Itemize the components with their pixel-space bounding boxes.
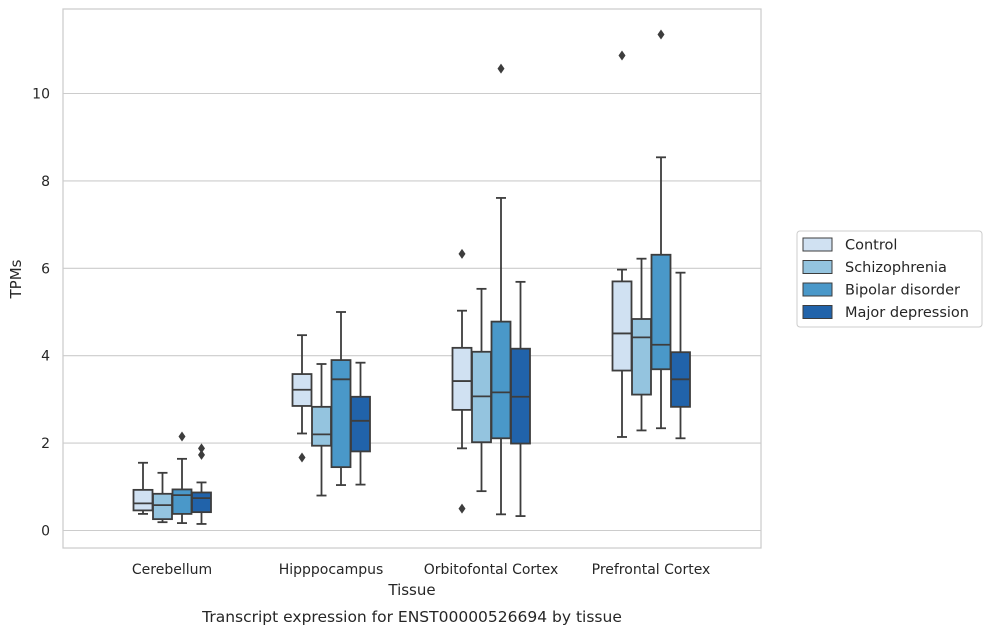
chart-caption: Transcript expression for ENST0000052669… <box>201 608 622 626</box>
legend-label: Bipolar disorder <box>845 283 960 299</box>
box <box>132 461 154 515</box>
box <box>471 287 492 493</box>
y-tick-label: 10 <box>32 87 50 103</box>
x-tick-label: Prefrontal Cortex <box>592 562 711 578</box>
outlier-point <box>458 503 466 514</box>
box <box>191 443 212 525</box>
box-iqr <box>311 405 332 447</box>
box-iqr <box>631 318 652 396</box>
box-iqr <box>132 488 154 512</box>
outlier-point <box>178 431 186 442</box>
x-tick-label: Hipppocampus <box>279 562 384 578</box>
box-iqr <box>451 346 473 411</box>
box <box>152 471 173 524</box>
box-iqr <box>490 320 512 440</box>
box-iqr <box>330 359 352 469</box>
x-tick-label: Orbitofontal Cortex <box>424 562 559 578</box>
box <box>670 271 691 440</box>
box <box>650 29 672 430</box>
box <box>291 334 313 463</box>
outlier-point <box>458 248 466 259</box>
y-tick-label: 0 <box>41 524 50 540</box>
outlier-point <box>657 29 665 40</box>
box-iqr <box>611 280 633 372</box>
legend-swatch <box>802 305 833 319</box>
box-iqr <box>650 253 672 371</box>
legend-swatch <box>802 260 833 274</box>
series-major-depression <box>191 271 691 525</box>
series-control <box>132 50 633 515</box>
x-tick-label: Cerebellum <box>132 562 212 578</box>
series-schizophrenia <box>152 257 652 524</box>
y-tick-label: 2 <box>41 436 50 452</box>
x-tick-labels: Cerebellum Hipppocampus Orbitofontal Corte… <box>132 562 710 578</box>
legend-swatch <box>802 282 833 297</box>
legend: Control Schizophrenia Bipolar disorder Majo… <box>796 230 983 328</box>
outlier-point <box>298 452 306 463</box>
y-tick-label: 6 <box>41 261 50 277</box>
y-tick-label: 8 <box>41 174 50 190</box>
box-iqr <box>152 492 173 521</box>
box-series-group <box>132 29 691 525</box>
legend-label: Major depression <box>845 305 969 321</box>
box <box>451 248 473 514</box>
box <box>510 280 531 517</box>
plot-area-frame <box>62 8 762 549</box>
box <box>350 361 371 486</box>
outlier-point <box>198 443 205 454</box>
box-iqr <box>171 488 193 515</box>
x-axis-label: Tissue <box>387 581 435 599</box>
box-iqr <box>350 395 371 453</box>
legend-label: Schizophrenia <box>845 260 947 276</box>
legend-label: Control <box>845 238 897 254</box>
box <box>171 431 193 524</box>
y-tick-labels: 0 2 4 6 8 10 <box>32 87 50 540</box>
legend-swatch <box>802 237 833 252</box>
outlier-point <box>618 50 626 61</box>
y-gridlines <box>63 92 761 532</box>
box <box>611 50 633 438</box>
legend-frame <box>796 230 983 328</box>
y-tick-label: 4 <box>41 349 50 365</box>
outlier-point <box>198 449 205 460</box>
box-iqr <box>191 491 212 514</box>
outlier-point <box>497 63 505 74</box>
y-axis-label: TPMs <box>7 259 25 299</box>
